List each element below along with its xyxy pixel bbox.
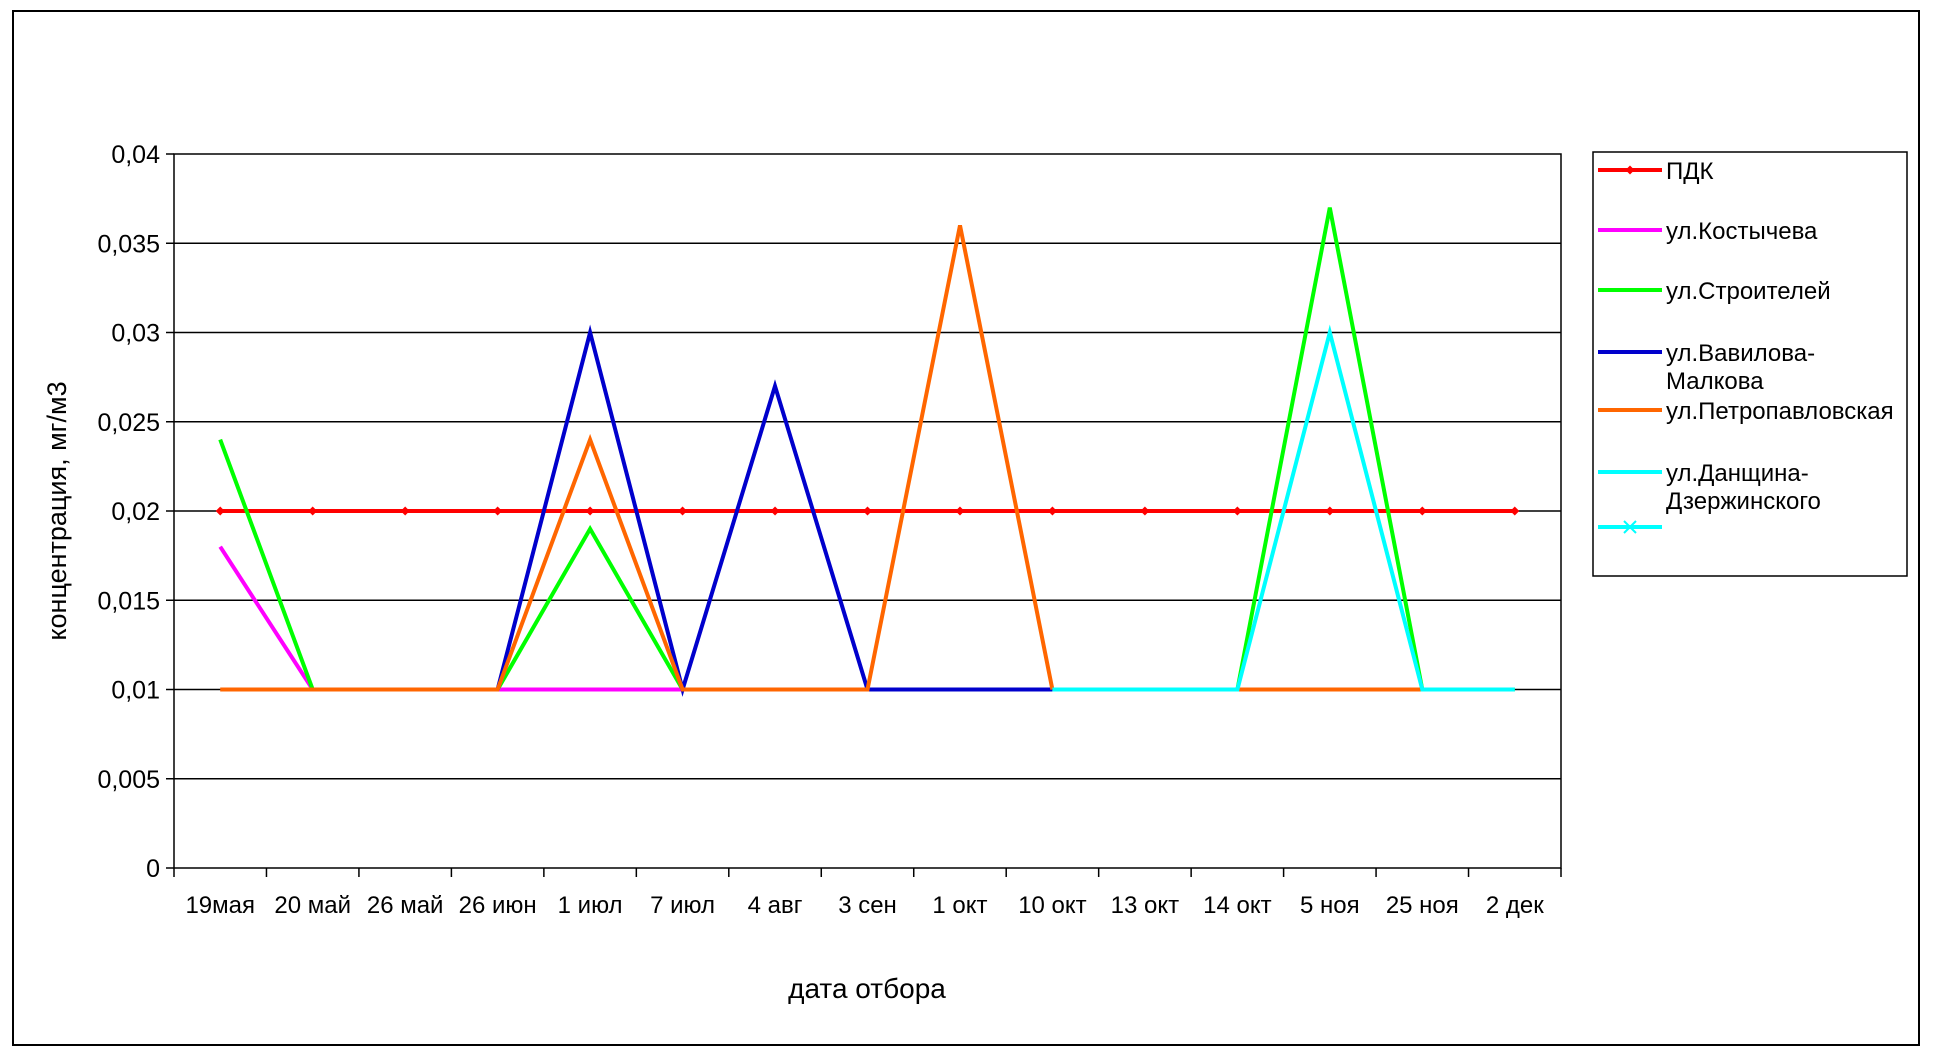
x-tick-label: 7 июл (650, 892, 715, 919)
legend-marker (1623, 520, 1637, 534)
legend-label: ул.Костычева (1666, 218, 1818, 245)
data-point (1417, 506, 1427, 516)
y-tick-label: 0,02 (111, 498, 160, 526)
legend-box (1592, 151, 1908, 577)
legend-label: ул.Данщина-Дзержинского (1666, 460, 1821, 515)
y-tick-label: 0,025 (97, 409, 160, 437)
data-point (400, 506, 410, 516)
data-point (770, 506, 780, 516)
y-tick-label: 0,035 (97, 230, 160, 258)
x-tick-label: 20 май (274, 892, 351, 919)
data-point (1140, 506, 1150, 516)
x-axis-title: дата отбора (788, 973, 946, 1004)
x-tick-label: 3 сен (838, 892, 897, 919)
legend: ПДК ул.Костычева ул.Строителей ул.Вавилова-… (1592, 151, 1908, 577)
y-tick-label: 0,015 (97, 587, 160, 615)
legend-label: ул.Вавилова-Малкова (1666, 340, 1815, 395)
x-tick-label: 19мая (185, 892, 255, 919)
x-tick-label: 26 май (367, 892, 444, 919)
x-tick-label: 4 авг (748, 892, 803, 919)
x-tick-label: 1 июл (558, 892, 623, 919)
data-point (1232, 506, 1242, 516)
legend-label: ул.Строителей (1666, 278, 1831, 305)
legend-label: ПДК (1666, 158, 1714, 185)
y-tick-label: 0 (146, 855, 160, 883)
y-tick-label: 0,04 (111, 141, 160, 169)
x-tick-label: 1 окт (932, 892, 987, 919)
x-tick-label: 13 окт (1111, 892, 1179, 919)
data-point (308, 506, 318, 516)
x-tick-label: 25 ноя (1386, 892, 1459, 919)
x-tick-label: 26 июн (459, 892, 537, 919)
data-point (1510, 506, 1520, 516)
data-point (1325, 506, 1335, 516)
data-point (585, 506, 595, 516)
series-line (495, 324, 1053, 697)
axes: 0 0,005 0,01 0,015 0,02 0,025 0,03 0,035 0,04 19м… (97, 141, 1562, 919)
x-tick-label: 5 ноя (1300, 892, 1360, 919)
data-point (955, 506, 965, 516)
y-tick-label: 0,005 (97, 766, 160, 794)
series-line (220, 225, 1055, 692)
series-line (1052, 324, 1515, 692)
x-tick-label: 10 окт (1018, 892, 1086, 919)
legend-label: ул.Петропавловская (1666, 398, 1894, 425)
data-point (493, 506, 503, 516)
y-tick-label: 0,03 (111, 320, 160, 348)
legend-marker (1625, 165, 1635, 175)
x-tick-label: 14 окт (1203, 892, 1271, 919)
data-point (1047, 506, 1057, 516)
data-point (215, 506, 225, 516)
y-axis-title: концентрация, мг/м3 (42, 381, 72, 640)
x-tick-label: 2 дек (1486, 892, 1544, 919)
series-markers (215, 506, 1520, 516)
data-point (678, 506, 688, 516)
data-point (863, 506, 872, 516)
y-tick-label: 0,01 (111, 677, 160, 705)
